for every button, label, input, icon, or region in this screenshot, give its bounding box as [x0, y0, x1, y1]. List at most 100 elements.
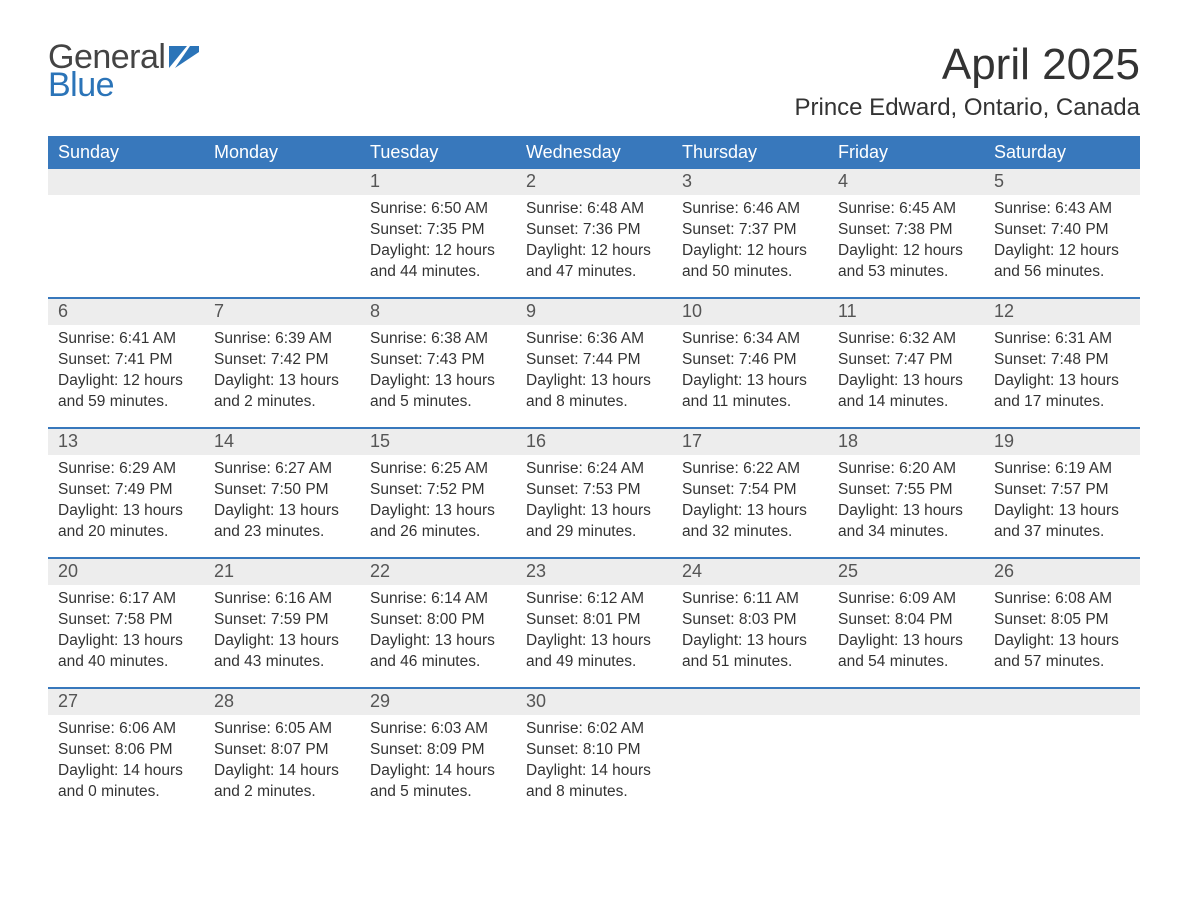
logo: General Blue: [48, 40, 199, 102]
day-cell: 21Sunrise: 6:16 AMSunset: 7:59 PMDayligh…: [204, 559, 360, 687]
day-sunset: Sunset: 7:52 PM: [370, 480, 506, 501]
day-sunrise: Sunrise: 6:06 AM: [58, 719, 194, 740]
day-daylight1: Daylight: 13 hours: [214, 371, 350, 392]
day-daylight1: Daylight: 13 hours: [838, 371, 974, 392]
day-sunrise: Sunrise: 6:48 AM: [526, 199, 662, 220]
day-sunrise: Sunrise: 6:25 AM: [370, 459, 506, 480]
day-number: 8: [360, 299, 516, 325]
day-daylight2: and 51 minutes.: [682, 652, 818, 673]
day-daylight1: Daylight: 13 hours: [370, 631, 506, 652]
day-daylight2: and 47 minutes.: [526, 262, 662, 283]
day-daylight2: and 56 minutes.: [994, 262, 1130, 283]
day-cell: 25Sunrise: 6:09 AMSunset: 8:04 PMDayligh…: [828, 559, 984, 687]
day-number: [984, 689, 1140, 715]
day-cell: 7Sunrise: 6:39 AMSunset: 7:42 PMDaylight…: [204, 299, 360, 427]
day-body: Sunrise: 6:20 AMSunset: 7:55 PMDaylight:…: [828, 455, 984, 551]
day-body: Sunrise: 6:25 AMSunset: 7:52 PMDaylight:…: [360, 455, 516, 551]
day-daylight1: Daylight: 13 hours: [682, 631, 818, 652]
day-daylight2: and 43 minutes.: [214, 652, 350, 673]
day-body: Sunrise: 6:29 AMSunset: 7:49 PMDaylight:…: [48, 455, 204, 551]
day-body: Sunrise: 6:41 AMSunset: 7:41 PMDaylight:…: [48, 325, 204, 421]
day-body: [828, 715, 984, 727]
day-body: [48, 195, 204, 207]
day-daylight2: and 54 minutes.: [838, 652, 974, 673]
day-daylight2: and 20 minutes.: [58, 522, 194, 543]
day-sunrise: Sunrise: 6:24 AM: [526, 459, 662, 480]
day-daylight2: and 0 minutes.: [58, 782, 194, 803]
day-cell: 29Sunrise: 6:03 AMSunset: 8:09 PMDayligh…: [360, 689, 516, 817]
day-daylight2: and 11 minutes.: [682, 392, 818, 413]
day-daylight1: Daylight: 13 hours: [526, 631, 662, 652]
day-body: Sunrise: 6:02 AMSunset: 8:10 PMDaylight:…: [516, 715, 672, 811]
day-body: Sunrise: 6:27 AMSunset: 7:50 PMDaylight:…: [204, 455, 360, 551]
day-body: Sunrise: 6:17 AMSunset: 7:58 PMDaylight:…: [48, 585, 204, 681]
day-body: Sunrise: 6:03 AMSunset: 8:09 PMDaylight:…: [360, 715, 516, 811]
day-body: Sunrise: 6:38 AMSunset: 7:43 PMDaylight:…: [360, 325, 516, 421]
day-cell: 5Sunrise: 6:43 AMSunset: 7:40 PMDaylight…: [984, 169, 1140, 297]
logo-text-blue: Blue: [48, 68, 199, 102]
day-body: [204, 195, 360, 207]
day-number: 26: [984, 559, 1140, 585]
day-daylight2: and 59 minutes.: [58, 392, 194, 413]
day-number: 9: [516, 299, 672, 325]
day-cell: 4Sunrise: 6:45 AMSunset: 7:38 PMDaylight…: [828, 169, 984, 297]
location-label: Prince Edward, Ontario, Canada: [794, 94, 1140, 122]
day-body: Sunrise: 6:06 AMSunset: 8:06 PMDaylight:…: [48, 715, 204, 811]
day-sunrise: Sunrise: 6:12 AM: [526, 589, 662, 610]
day-daylight1: Daylight: 13 hours: [838, 501, 974, 522]
week-row: 1Sunrise: 6:50 AMSunset: 7:35 PMDaylight…: [48, 169, 1140, 297]
day-cell: 12Sunrise: 6:31 AMSunset: 7:48 PMDayligh…: [984, 299, 1140, 427]
day-sunrise: Sunrise: 6:29 AM: [58, 459, 194, 480]
day-body: [672, 715, 828, 727]
day-sunset: Sunset: 7:43 PM: [370, 350, 506, 371]
day-cell: 8Sunrise: 6:38 AMSunset: 7:43 PMDaylight…: [360, 299, 516, 427]
day-cell: 30Sunrise: 6:02 AMSunset: 8:10 PMDayligh…: [516, 689, 672, 817]
day-body: Sunrise: 6:11 AMSunset: 8:03 PMDaylight:…: [672, 585, 828, 681]
day-cell: [672, 689, 828, 817]
dayhead-sunday: Sunday: [48, 136, 204, 169]
title-block: April 2025 Prince Edward, Ontario, Canad…: [794, 40, 1140, 122]
dayhead-friday: Friday: [828, 136, 984, 169]
day-sunset: Sunset: 8:09 PM: [370, 740, 506, 761]
day-daylight2: and 14 minutes.: [838, 392, 974, 413]
day-sunset: Sunset: 7:55 PM: [838, 480, 974, 501]
day-daylight2: and 40 minutes.: [58, 652, 194, 673]
day-daylight1: Daylight: 13 hours: [838, 631, 974, 652]
day-body: Sunrise: 6:36 AMSunset: 7:44 PMDaylight:…: [516, 325, 672, 421]
day-body: Sunrise: 6:48 AMSunset: 7:36 PMDaylight:…: [516, 195, 672, 291]
day-daylight2: and 46 minutes.: [370, 652, 506, 673]
day-sunrise: Sunrise: 6:41 AM: [58, 329, 194, 350]
day-cell: 10Sunrise: 6:34 AMSunset: 7:46 PMDayligh…: [672, 299, 828, 427]
day-number: 1: [360, 169, 516, 195]
day-sunset: Sunset: 7:42 PM: [214, 350, 350, 371]
day-sunset: Sunset: 8:07 PM: [214, 740, 350, 761]
day-sunrise: Sunrise: 6:09 AM: [838, 589, 974, 610]
day-cell: 13Sunrise: 6:29 AMSunset: 7:49 PMDayligh…: [48, 429, 204, 557]
day-sunset: Sunset: 7:53 PM: [526, 480, 662, 501]
day-cell: [984, 689, 1140, 817]
day-body: Sunrise: 6:22 AMSunset: 7:54 PMDaylight:…: [672, 455, 828, 551]
weeks-container: 1Sunrise: 6:50 AMSunset: 7:35 PMDaylight…: [48, 169, 1140, 817]
day-body: Sunrise: 6:45 AMSunset: 7:38 PMDaylight:…: [828, 195, 984, 291]
day-sunrise: Sunrise: 6:02 AM: [526, 719, 662, 740]
header: General Blue April 2025 Prince Edward, O…: [48, 40, 1140, 122]
day-body: [984, 715, 1140, 727]
week-row: 20Sunrise: 6:17 AMSunset: 7:58 PMDayligh…: [48, 557, 1140, 687]
day-cell: 18Sunrise: 6:20 AMSunset: 7:55 PMDayligh…: [828, 429, 984, 557]
day-body: Sunrise: 6:39 AMSunset: 7:42 PMDaylight:…: [204, 325, 360, 421]
day-number: 16: [516, 429, 672, 455]
day-daylight2: and 2 minutes.: [214, 392, 350, 413]
day-body: Sunrise: 6:08 AMSunset: 8:05 PMDaylight:…: [984, 585, 1140, 681]
day-daylight1: Daylight: 13 hours: [58, 631, 194, 652]
day-daylight2: and 26 minutes.: [370, 522, 506, 543]
day-sunset: Sunset: 8:00 PM: [370, 610, 506, 631]
day-number: 3: [672, 169, 828, 195]
day-number: 20: [48, 559, 204, 585]
day-number: 2: [516, 169, 672, 195]
day-daylight1: Daylight: 13 hours: [370, 371, 506, 392]
day-body: Sunrise: 6:12 AMSunset: 8:01 PMDaylight:…: [516, 585, 672, 681]
day-sunrise: Sunrise: 6:05 AM: [214, 719, 350, 740]
day-sunrise: Sunrise: 6:32 AM: [838, 329, 974, 350]
day-number: [672, 689, 828, 715]
day-daylight2: and 29 minutes.: [526, 522, 662, 543]
